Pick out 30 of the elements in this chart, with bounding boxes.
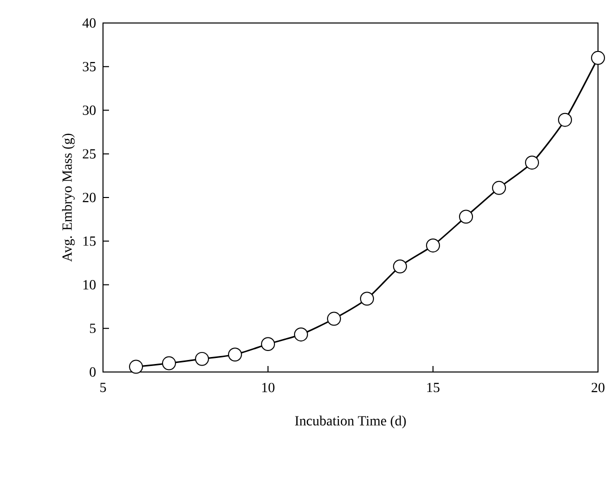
x-tick-label: 10 [262,382,274,392]
y-tick-label: 35 [82,62,96,72]
x-tick-label: 5 [100,382,106,392]
y-tick-label: 0 [90,367,96,377]
point [327,312,341,326]
y-tick-label: 30 [82,106,96,115]
point [261,337,275,352]
x-axis-title: Incubation Time (d) [295,416,406,428]
point [129,360,143,374]
point [558,112,572,127]
point [294,328,308,342]
point [591,50,605,65]
y-axis-title: Avg. Embryo Mass (g) [62,134,75,262]
y-tick-label: 20 [82,192,96,202]
y-tick-label: 15 [83,236,96,246]
y-tick-label: 25 [82,149,96,159]
point [360,292,374,306]
point [228,348,242,362]
y-tick-label: 10 [83,280,96,290]
point [195,352,209,366]
point [162,356,176,370]
point [525,156,539,170]
x-tick-label: 15 [427,382,440,392]
point [492,180,506,195]
point [426,238,440,252]
x-tick-label: 20 [592,382,604,392]
point [459,210,473,224]
y-tick-label: 5 [90,324,96,334]
y-tick-label: 40 [82,18,96,28]
point [393,259,407,274]
